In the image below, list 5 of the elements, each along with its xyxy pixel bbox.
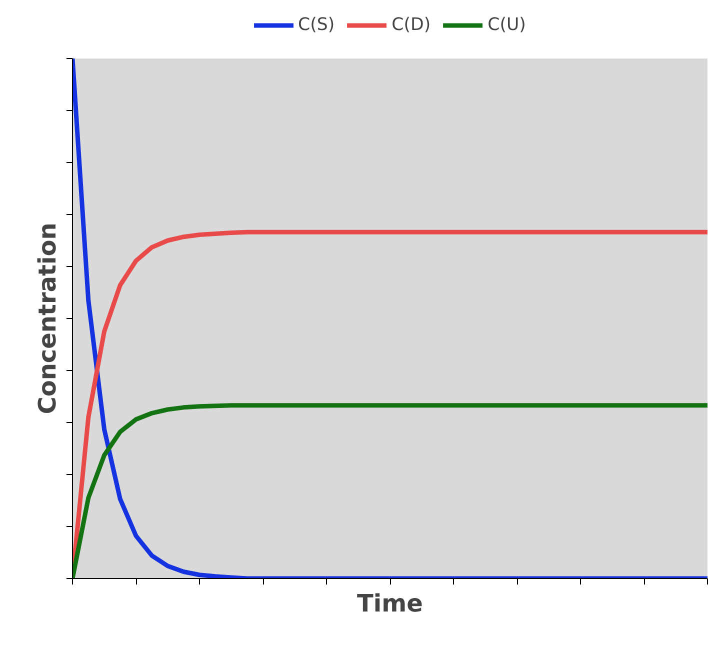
legend-label: C(D) bbox=[392, 15, 431, 35]
legend-label: C(S) bbox=[298, 15, 335, 35]
x-axis-title: Time bbox=[357, 590, 423, 618]
y-axis-title: Concentration bbox=[34, 222, 62, 414]
legend-label: C(U) bbox=[488, 15, 526, 35]
